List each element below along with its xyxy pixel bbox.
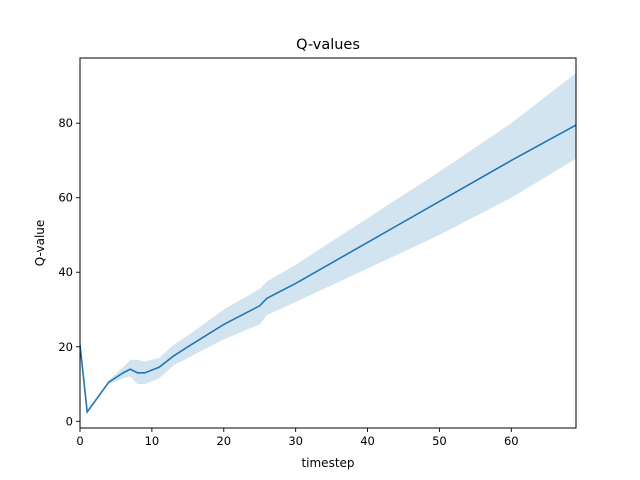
x-tick-label: 30 bbox=[288, 434, 303, 448]
x-axis-label: timestep bbox=[301, 456, 354, 470]
plot-frame bbox=[79, 57, 577, 429]
x-tick-label: 20 bbox=[216, 434, 231, 448]
x-tick-label: 10 bbox=[145, 434, 160, 448]
y-axis: 0 20 40 60 80 bbox=[58, 116, 80, 428]
confidence-band bbox=[80, 72, 576, 412]
x-tick-label: 0 bbox=[76, 434, 83, 448]
x-tick-label: 60 bbox=[504, 434, 519, 448]
x-tick-label: 40 bbox=[360, 434, 375, 448]
y-tick-label: 20 bbox=[58, 340, 73, 354]
chart-title: Q-values bbox=[296, 37, 360, 53]
y-tick-label: 40 bbox=[58, 265, 73, 279]
y-tick-label: 60 bbox=[58, 191, 73, 205]
y-axis-label: Q-value bbox=[33, 220, 47, 267]
y-tick-label: 80 bbox=[58, 116, 73, 130]
y-tick-label: 0 bbox=[66, 414, 73, 428]
x-tick-label: 50 bbox=[432, 434, 447, 448]
q-value-line bbox=[80, 124, 576, 415]
x-axis: 0 10 20 30 40 50 60 bbox=[76, 428, 519, 448]
